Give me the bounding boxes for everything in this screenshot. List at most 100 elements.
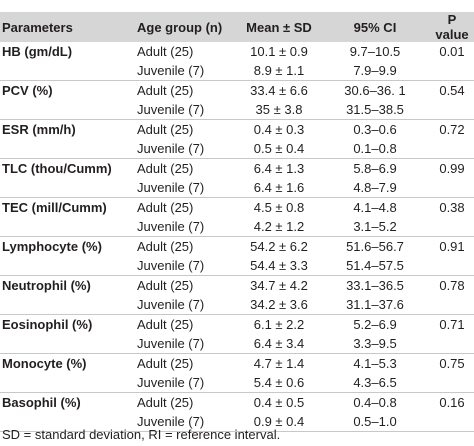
value-cell: 0.91 (439, 239, 465, 254)
value-cell: 34.7 ± 4.2 (250, 278, 308, 293)
value-cell: 4.5 ± 0.8 (253, 200, 305, 215)
parameter-cell: Eosinophil (%) (2, 317, 93, 332)
empty-cell (430, 256, 474, 276)
empty-cell (0, 373, 133, 393)
empty-cell (430, 334, 474, 354)
parameter-cell: HB (gm/dL) (2, 44, 73, 59)
table-row: Juvenile (7) 5.4 ± 0.6 4.3–6.5 (0, 373, 474, 393)
value-cell: Juvenile (7) (133, 412, 238, 432)
value-cell: 8.9 ± 1.1 (238, 61, 320, 81)
value-cell: Juvenile (7) (133, 334, 238, 354)
parameter-cell: PCV (%) (2, 83, 53, 98)
value-cell: 34.2 ± 3.6 (238, 295, 320, 315)
parameter-cell: Lymphocyte (%) (2, 239, 102, 254)
value-cell: 0.4 ± 0.3 (253, 122, 305, 137)
table-row: TEC (mill/Cumm) Adult (25) 4.5 ± 0.8 4.1–4.… (0, 198, 474, 218)
value-cell: 0.71 (439, 317, 465, 332)
value-cell: Adult (25) (137, 317, 194, 332)
value-cell: 0.38 (439, 200, 465, 215)
value-cell: 33.4 ± 6.6 (250, 83, 308, 98)
table-row: Juvenile (7) 54.4 ± 3.3 51.4–57.5 (0, 256, 474, 276)
value-cell: 5.8–6.9 (353, 161, 397, 176)
value-cell: Juvenile (7) (133, 100, 238, 120)
value-cell: Adult (25) (137, 44, 194, 59)
value-cell: 4.7 ± 1.4 (253, 356, 305, 371)
empty-cell (0, 139, 133, 159)
value-cell: 51.4–57.5 (320, 256, 430, 276)
value-cell: 4.8–7.9 (320, 178, 430, 198)
value-cell: 0.16 (439, 395, 465, 410)
parameter-cell: Neutrophil (%) (2, 278, 91, 293)
value-cell: 31.1–37.6 (320, 295, 430, 315)
empty-cell (430, 217, 474, 237)
value-cell: 33.1–36.5 (346, 278, 404, 293)
table-row: Juvenile (7) 6.4 ± 1.6 4.8–7.9 (0, 178, 474, 198)
header-cell: Age group (n) (133, 12, 238, 42)
value-cell: 0.72 (439, 122, 465, 137)
value-cell: 0.3–0.6 (353, 122, 397, 137)
value-cell: 0.5–1.0 (320, 412, 430, 432)
empty-cell (0, 412, 133, 432)
value-cell: Juvenile (7) (133, 61, 238, 81)
value-cell: Adult (25) (137, 356, 194, 371)
value-cell: 35 ± 3.8 (238, 100, 320, 120)
value-cell: Juvenile (7) (133, 217, 238, 237)
value-cell: 0.1–0.8 (320, 139, 430, 159)
value-cell: 54.4 ± 3.3 (238, 256, 320, 276)
value-cell: Adult (25) (137, 278, 194, 293)
empty-cell (430, 373, 474, 393)
value-cell: 4.1–4.8 (353, 200, 397, 215)
parameter-cell: TLC (thou/Cumm) (2, 161, 112, 176)
table-row: Neutrophil (%) Adult (25) 34.7 ± 4.2 33.1–3… (0, 276, 474, 296)
value-cell: Adult (25) (137, 83, 194, 98)
value-cell: 6.4 ± 1.6 (238, 178, 320, 198)
header-cell: 95% CI (320, 12, 430, 42)
empty-cell (430, 139, 474, 159)
empty-cell (430, 295, 474, 315)
value-cell: Adult (25) (137, 395, 194, 410)
value-cell: 0.01 (439, 44, 465, 59)
table-row: Juvenile (7) 6.4 ± 3.4 3.3–9.5 (0, 334, 474, 354)
value-cell: 51.6–56.7 (346, 239, 404, 254)
value-cell: 9.7–10.5 (349, 44, 401, 59)
value-cell: 3.1–5.2 (320, 217, 430, 237)
parameter-cell: TEC (mill/Cumm) (2, 200, 107, 215)
value-cell: 0.54 (439, 83, 465, 98)
value-cell: 0.4–0.8 (353, 395, 397, 410)
value-cell: Juvenile (7) (133, 256, 238, 276)
table-row: Monocyte (%) Adult (25) 4.7 ± 1.4 4.1–5.3 0.… (0, 354, 474, 374)
value-cell: Juvenile (7) (133, 139, 238, 159)
value-cell: 0.99 (439, 161, 465, 176)
value-cell: 31.5–38.5 (320, 100, 430, 120)
empty-cell (0, 100, 133, 120)
empty-cell (0, 334, 133, 354)
value-cell: 5.2–6.9 (353, 317, 397, 332)
value-cell: 30.6–36. 1 (344, 83, 406, 98)
value-cell: 4.3–6.5 (320, 373, 430, 393)
parameter-cell: Basophil (%) (2, 395, 81, 410)
table-row: Juvenile (7) 34.2 ± 3.6 31.1–37.6 (0, 295, 474, 315)
value-cell: Adult (25) (137, 239, 194, 254)
value-cell: 54.2 ± 6.2 (250, 239, 308, 254)
table-row: TLC (thou/Cumm) Adult (25) 6.4 ± 1.3 5.8–6.… (0, 159, 474, 179)
value-cell: Adult (25) (137, 200, 194, 215)
empty-cell (0, 61, 133, 81)
table-row: ESR (mm/h) Adult (25) 0.4 ± 0.3 0.3–0.6 0.72 (0, 120, 474, 140)
empty-cell (0, 295, 133, 315)
value-cell: 0.9 ± 0.4 (238, 412, 320, 432)
table-row: Juvenile (7) 35 ± 3.8 31.5–38.5 (0, 100, 474, 120)
value-cell: Adult (25) (137, 122, 194, 137)
value-cell: 10.1 ± 0.9 (250, 44, 308, 59)
header-cell: Mean ± SD (238, 12, 320, 42)
empty-cell (430, 61, 474, 81)
value-cell: 6.1 ± 2.2 (253, 317, 305, 332)
header-row: Parameters Age group (n) Mean ± SD 95% CI P … (0, 12, 474, 42)
table-row: Eosinophil (%) Adult (25) 6.1 ± 2.2 5.2–6.9… (0, 315, 474, 335)
header-cell: Parameters (0, 12, 133, 42)
table-row: Lymphocyte (%) Adult (25) 54.2 ± 6.2 51.6–5… (0, 237, 474, 257)
parameter-cell: Monocyte (%) (2, 356, 87, 371)
table-row: Juvenile (7) 8.9 ± 1.1 7.9–9.9 (0, 61, 474, 81)
footnote: SD = standard deviation, RI = reference … (2, 427, 281, 442)
value-cell: 0.4 ± 0.5 (253, 395, 305, 410)
empty-cell (0, 178, 133, 198)
